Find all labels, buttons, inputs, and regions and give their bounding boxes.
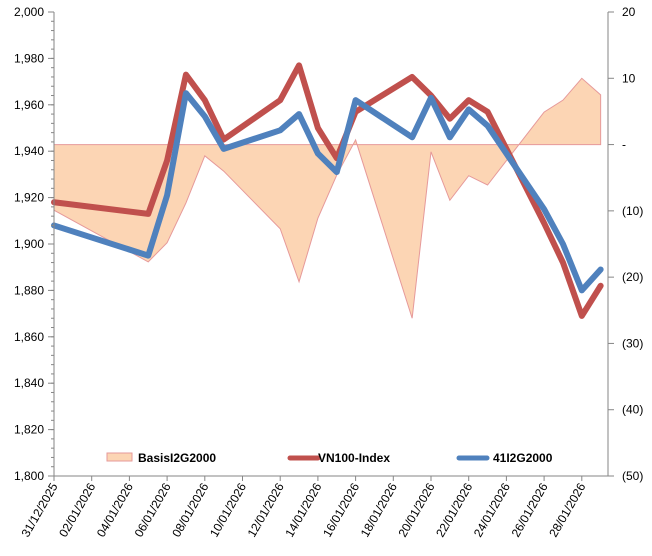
legend-item-41i2g2000[interactable]: 41I2G2000 — [456, 451, 553, 465]
right-tick-label: (10) — [622, 204, 643, 218]
left-tick-label: 2,000 — [14, 5, 44, 19]
x-tick-label: 12/01/2026 — [245, 480, 287, 539]
x-tick-label: 14/01/2026 — [282, 480, 324, 539]
x-tick-label: 08/01/2026 — [169, 480, 211, 539]
legend-item-vn100[interactable]: VN100-Index — [287, 451, 390, 465]
left-tick-label: 1,860 — [14, 330, 44, 344]
line-layer — [51, 62, 604, 319]
legend-item-basis[interactable]: BasisI2G2000 — [106, 451, 216, 465]
right-tick-label: (30) — [622, 336, 643, 350]
x-tick-label: 20/01/2026 — [395, 480, 437, 539]
right-tick-label: (40) — [622, 403, 643, 417]
x-tick-label: 06/01/2026 — [132, 480, 174, 539]
left-tick-label: 1,960 — [14, 98, 44, 112]
right-tick-label: 20 — [622, 5, 636, 19]
legend-swatch-basis — [106, 452, 133, 462]
series-area-basis — [53, 77, 602, 319]
left-tick-label: 1,800 — [14, 469, 44, 483]
right-tick-label: (50) — [622, 469, 643, 483]
x-tick-label: 31/12/2025 — [18, 480, 60, 539]
left-tick-label: 1,920 — [14, 191, 44, 205]
x-tick-label: 22/01/2026 — [433, 480, 475, 539]
x-tick-label: 02/01/2026 — [56, 480, 98, 539]
legend-label-vn100: VN100-Index — [318, 451, 390, 465]
area-layer — [53, 77, 602, 319]
right-tick-label: (20) — [622, 270, 643, 284]
x-tick-label: 26/01/2026 — [509, 480, 551, 539]
x-tick-label: 18/01/2026 — [358, 480, 400, 539]
legend-label-basis: BasisI2G2000 — [138, 451, 216, 465]
left-tick-label: 1,880 — [14, 283, 44, 297]
legend-label-41i2g2000: 41I2G2000 — [493, 451, 553, 465]
series-line-41i2g2000 — [51, 90, 604, 294]
left-tick-label: 1,900 — [14, 237, 44, 251]
right-tick-label: - — [622, 138, 626, 152]
x-tick-label: 16/01/2026 — [320, 480, 362, 539]
x-tick-label: 10/01/2026 — [207, 480, 249, 539]
left-tick-label: 1,980 — [14, 51, 44, 65]
left-tick-label: 1,820 — [14, 423, 44, 437]
left-tick-label: 1,840 — [14, 376, 44, 390]
right-tick-label: 10 — [622, 71, 636, 85]
x-tick-label: 28/01/2026 — [546, 480, 588, 539]
left-tick-label: 1,940 — [14, 144, 44, 158]
x-tick-label: 24/01/2026 — [471, 480, 513, 539]
x-tick-label: 04/01/2026 — [94, 480, 136, 539]
legend: BasisI2G2000 VN100-Index 41I2G2000 — [106, 451, 553, 465]
